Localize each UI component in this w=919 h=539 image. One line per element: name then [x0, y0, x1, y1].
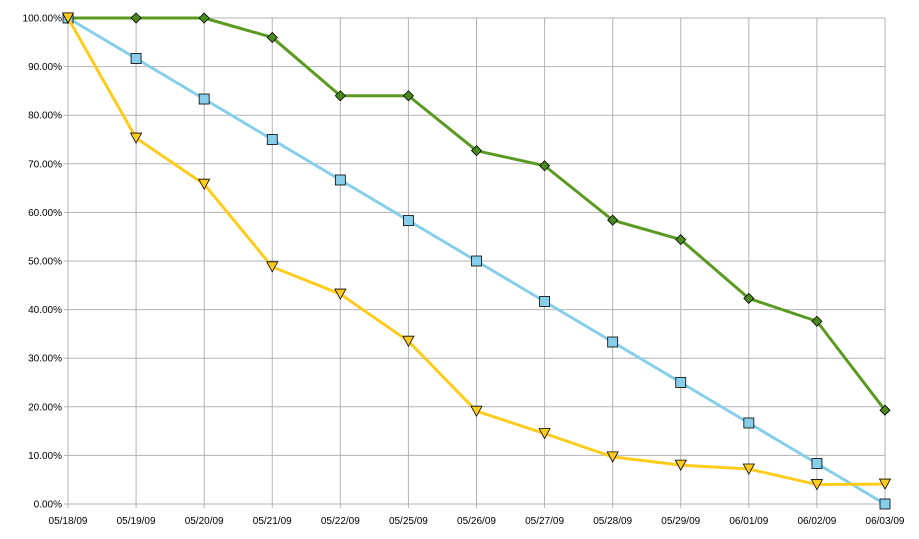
data-point-square: [879, 498, 891, 510]
data-point-triangle: [402, 335, 415, 348]
y-tick-label: 100.00%: [23, 14, 63, 25]
y-tick-label: 70.00%: [28, 159, 62, 170]
data-point-square: [607, 336, 619, 348]
data-point-triangle: [810, 479, 824, 491]
label-layer: 0.00% 10.00% 20.00% 30.00% 40.00% 50.00% 60.00…: [23, 14, 905, 528]
data-point-triangle: [538, 428, 551, 440]
data-point-diamond: [266, 31, 278, 44]
data-point-triangle: [61, 12, 75, 24]
data-point-diamond: [198, 12, 210, 24]
data-point-triangle: [606, 451, 619, 463]
data-point-triangle: [129, 132, 143, 144]
y-tick-label: 40.00%: [28, 305, 62, 316]
data-point-diamond: [743, 292, 755, 304]
data-point-square: [811, 458, 823, 469]
y-tick-label: 0.00%: [34, 500, 62, 511]
x-tick-label: 06/02/09: [797, 516, 836, 527]
x-tick-label: 05/18/09: [49, 516, 88, 527]
data-point-diamond: [334, 90, 346, 102]
plot-frame: [67, 17, 886, 505]
data-point-triangle: [470, 405, 483, 418]
data-point-diamond: [879, 404, 891, 416]
y-tick-label: 80.00%: [28, 111, 62, 122]
data-point-square: [743, 417, 755, 429]
x-tick-label: 05/26/09: [457, 516, 496, 527]
y-tick-label: 20.00%: [28, 402, 62, 413]
data-point-triangle: [334, 288, 347, 300]
x-tick-label: 05/20/09: [185, 516, 224, 527]
data-point-square: [198, 93, 210, 105]
y-tick-label: 60.00%: [28, 208, 62, 219]
data-point-triangle: [266, 261, 279, 273]
data-point-diamond: [539, 160, 551, 172]
data-point-triangle: [674, 459, 687, 471]
data-point-triangle: [742, 463, 756, 475]
data-point-diamond: [675, 234, 687, 246]
data-point-square: [266, 134, 278, 145]
data-point-square: [403, 215, 414, 226]
x-tick-label: 05/21/09: [253, 516, 292, 527]
x-tick-label: 05/22/09: [321, 516, 360, 527]
x-tick-label: 05/28/09: [593, 516, 632, 527]
data-point-diamond: [402, 90, 414, 102]
series-3: [61, 12, 892, 491]
data-point-diamond: [470, 145, 483, 157]
x-tick-label: 05/25/09: [389, 516, 428, 527]
x-tick-label: 06/01/09: [729, 516, 768, 527]
x-tick-label: 05/19/09: [117, 516, 156, 527]
data-point-diamond: [130, 12, 142, 24]
y-tick-label: 50.00%: [28, 257, 62, 268]
y-tick-label: 10.00%: [28, 451, 62, 462]
x-tick-label: 06/03/09: [866, 516, 905, 527]
axis-layer: [64, 17, 886, 508]
data-point-square: [675, 377, 687, 388]
data-point-diamond: [811, 315, 823, 327]
data-point-square: [539, 296, 550, 307]
data-point-square: [130, 53, 142, 64]
data-point-triangle: [197, 178, 211, 191]
data-point-diamond: [607, 214, 619, 226]
data-point-square: [471, 255, 482, 267]
y-tick-label: 30.00%: [28, 354, 62, 365]
data-point-square: [334, 174, 346, 186]
x-tick-label: 05/27/09: [525, 516, 564, 527]
x-tick-label: 05/29/09: [661, 516, 700, 527]
series-layer: [61, 12, 892, 510]
data-point-triangle: [878, 478, 892, 490]
series-2: [62, 12, 891, 510]
y-tick-label: 90.00%: [28, 62, 62, 73]
